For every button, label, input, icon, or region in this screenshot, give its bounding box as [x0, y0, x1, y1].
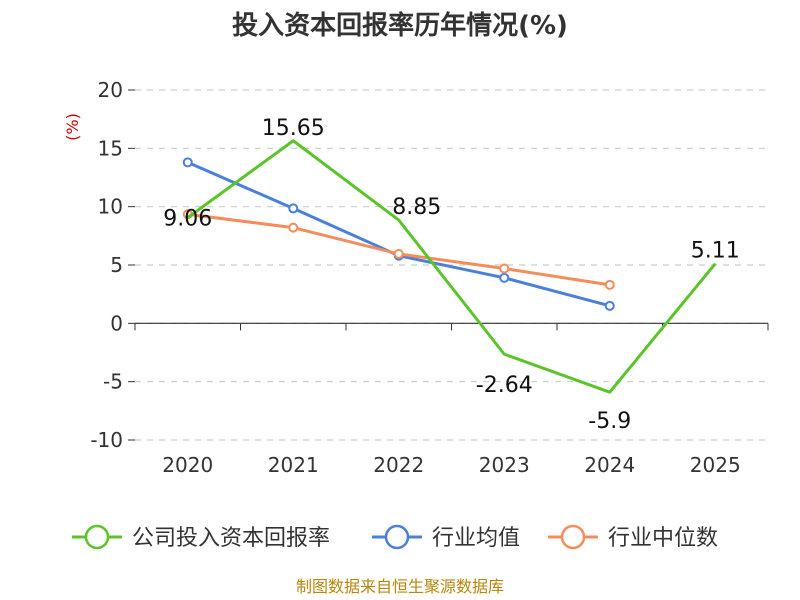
- series-line: [186, 139, 717, 394]
- data-labels: 9.06 15.65 8.85 -2.64 -5.9 5.11: [163, 116, 739, 434]
- x-tick-label: 2025: [690, 453, 741, 477]
- data-point[interactable]: [393, 248, 404, 259]
- legend[interactable]: 公司投入资本回报率 行业均值 行业中位数: [72, 524, 718, 551]
- x-tick-label: 2020: [162, 453, 213, 477]
- legend-marker: [384, 524, 410, 550]
- legend-label: 行业均值: [432, 526, 520, 551]
- y-tick-label: -5: [103, 370, 123, 394]
- legend-item[interactable]: 公司投入资本回报率: [72, 524, 330, 551]
- series-layer: [182, 139, 717, 394]
- y-axis-label: (%): [63, 113, 82, 141]
- data-label: -2.64: [476, 373, 533, 398]
- x-axis: 2020 2021 2022 2023 2024 2025: [134, 322, 769, 477]
- x-tick-label: 2023: [479, 453, 530, 477]
- legend-item[interactable]: 行业中位数: [548, 524, 718, 551]
- data-point[interactable]: [288, 203, 299, 214]
- data-point[interactable]: [499, 263, 510, 274]
- data-label: -5.9: [588, 409, 631, 434]
- data-point[interactable]: [182, 157, 193, 168]
- data-point[interactable]: [604, 279, 615, 290]
- source-note: 制图数据来自恒生聚源数据库: [296, 577, 504, 596]
- data-point[interactable]: [288, 222, 299, 233]
- legend-label: 行业中位数: [608, 526, 718, 551]
- y-tick-label: 10: [98, 195, 123, 219]
- x-tick-label: 2024: [584, 453, 635, 477]
- y-tick-label: 5: [110, 253, 123, 277]
- data-label: 15.65: [262, 116, 325, 141]
- legend-item[interactable]: 行业均值: [372, 524, 520, 551]
- data-label: 5.11: [691, 239, 740, 264]
- y-tick-label: 0: [110, 311, 123, 335]
- legend-label: 公司投入资本回报率: [132, 526, 330, 551]
- legend-marker: [560, 524, 586, 550]
- data-label: 8.85: [392, 195, 441, 220]
- x-tick-label: 2021: [268, 453, 319, 477]
- series-line: [187, 160, 611, 308]
- y-tick-label: 20: [98, 78, 123, 102]
- y-tick-label: 15: [98, 136, 123, 160]
- grid-lines: 20 15 10 5 0 -5 -10: [90, 78, 768, 452]
- data-point[interactable]: [499, 272, 510, 283]
- x-tick-label: 2022: [373, 453, 424, 477]
- chart-title: 投入资本回报率历年情况(%): [232, 10, 568, 41]
- y-tick-label: -10: [90, 428, 123, 452]
- legend-marker: [84, 524, 110, 550]
- data-label: 9.06: [163, 207, 212, 232]
- data-point[interactable]: [604, 300, 615, 311]
